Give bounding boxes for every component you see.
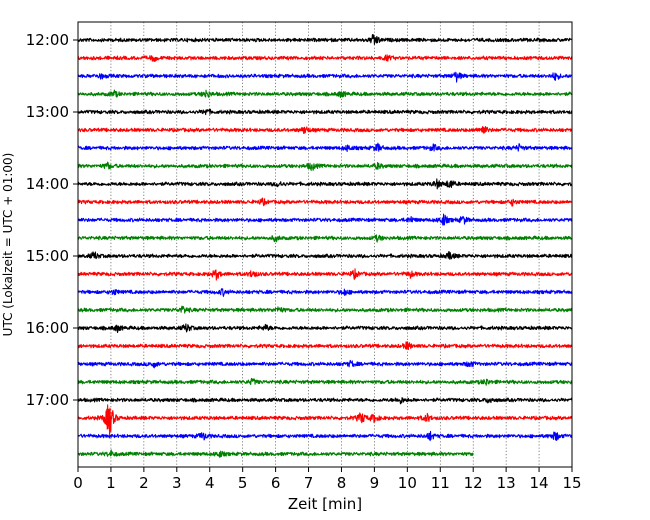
x-tick-label: 15	[562, 474, 581, 492]
x-tick-label: 6	[271, 474, 281, 492]
trace-1300	[77, 108, 573, 116]
x-tick-label: 1	[106, 474, 116, 492]
trace-1415	[77, 197, 573, 207]
x-tick-label: 5	[238, 474, 248, 492]
trace-1400	[77, 178, 573, 190]
trace-layer	[77, 34, 573, 458]
x-tick-label: 7	[304, 474, 314, 492]
trace-1630	[77, 359, 573, 369]
trace-1430	[77, 213, 573, 226]
y-axis: 12:00 13:00 14:00 15:00 16:00 17:00	[26, 31, 78, 409]
trace-1530	[77, 288, 573, 297]
x-tick-label: 0	[73, 474, 83, 492]
x-tick-label: 11	[431, 474, 450, 492]
trace-1730	[77, 430, 573, 442]
trace-1230	[77, 71, 573, 83]
trace-1600	[77, 323, 573, 334]
trace-1700	[77, 397, 573, 405]
x-tick-label: 12	[464, 474, 483, 492]
y-tick-label: 14:00	[26, 175, 69, 193]
trace-1615	[77, 341, 573, 351]
x-tick-label: 3	[172, 474, 182, 492]
trace-1330	[77, 142, 573, 152]
x-axis-label: Zeit [min]	[288, 495, 362, 513]
trace-1715	[77, 404, 573, 439]
x-tick-label: 9	[370, 474, 380, 492]
y-tick-label: 13:00	[26, 103, 69, 121]
x-tick-label: 10	[398, 474, 417, 492]
x-tick-label: 14	[530, 474, 549, 492]
trace-1200	[77, 34, 573, 45]
y-axis-label: UTC (Lokalzeit = UTC + 01:00)	[1, 153, 15, 337]
trace-1545	[77, 305, 573, 314]
trace-1445	[77, 234, 573, 243]
y-tick-label: 16:00	[26, 319, 69, 337]
trace-1315	[77, 126, 573, 135]
trace-1345	[77, 161, 573, 171]
trace-1215	[77, 54, 573, 63]
y-tick-label: 15:00	[26, 247, 69, 265]
x-tick-label: 13	[497, 474, 516, 492]
trace-1645	[77, 377, 573, 386]
x-axis: 0 1 2 3 4 5 6 7 8 9 10 11 12 13 14 15	[73, 467, 582, 492]
x-tick-label: 8	[337, 474, 347, 492]
trace-1500	[77, 251, 573, 260]
y-tick-label: 17:00	[26, 391, 69, 409]
trace-1745	[77, 449, 474, 458]
y-tick-label: 12:00	[26, 31, 69, 49]
trace-1515	[77, 268, 573, 281]
plot-frame	[77, 21, 573, 468]
x-tick-label: 4	[205, 474, 215, 492]
x-tick-label: 2	[139, 474, 149, 492]
trace-1245	[77, 89, 573, 99]
